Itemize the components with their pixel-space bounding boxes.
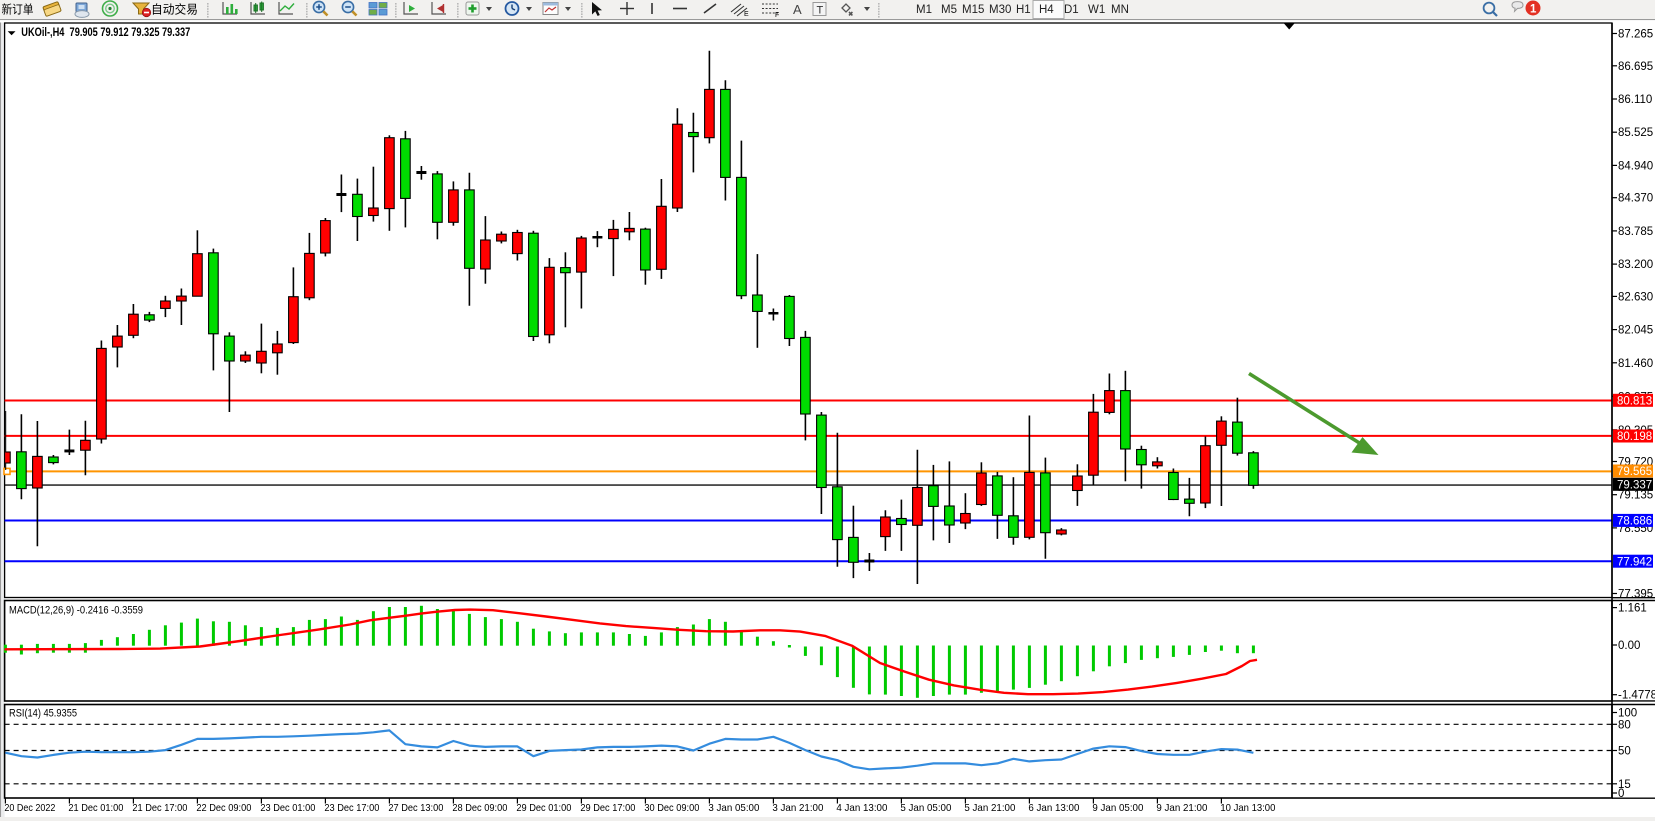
svg-text:E: E <box>744 11 749 18</box>
svg-text:77.395: 77.395 <box>1618 589 1653 601</box>
svg-text:82.630: 82.630 <box>1618 291 1653 303</box>
svg-text:22 Dec 09:00: 22 Dec 09:00 <box>196 802 251 814</box>
svg-text:80: 80 <box>1618 719 1631 731</box>
svg-text:21 Dec 01:00: 21 Dec 01:00 <box>68 802 123 814</box>
svg-text:87.265: 87.265 <box>1618 29 1653 41</box>
svg-text:3 Jan 05:00: 3 Jan 05:00 <box>708 802 759 814</box>
svg-text:新订单: 新订单 <box>2 2 34 17</box>
svg-text:M1: M1 <box>916 4 932 16</box>
svg-text:80.198: 80.198 <box>1617 431 1652 443</box>
svg-text:D1: D1 <box>1064 4 1079 16</box>
svg-text:79.135: 79.135 <box>1618 490 1653 502</box>
svg-text:-1.4778: -1.4778 <box>1618 690 1655 702</box>
svg-text:84.370: 84.370 <box>1618 193 1653 205</box>
svg-text:10 Jan 13:00: 10 Jan 13:00 <box>1220 802 1275 814</box>
svg-text:15: 15 <box>1618 779 1631 791</box>
svg-text:H4: H4 <box>1039 4 1054 16</box>
svg-text:0.00: 0.00 <box>1618 640 1640 652</box>
svg-text:28 Dec 09:00: 28 Dec 09:00 <box>452 802 507 814</box>
svg-text:29 Dec 01:00: 29 Dec 01:00 <box>516 802 571 814</box>
svg-text:86.695: 86.695 <box>1618 61 1653 73</box>
svg-text:W1: W1 <box>1088 4 1105 16</box>
svg-text:UKOil-,H4 79.905 79.912 79.32: UKOil-,H4 79.905 79.912 79.325 79.337 <box>21 27 190 39</box>
svg-text:80.813: 80.813 <box>1617 396 1652 408</box>
svg-text:29 Dec 17:00: 29 Dec 17:00 <box>580 802 635 814</box>
svg-text:50: 50 <box>1618 746 1631 758</box>
svg-text:79.565: 79.565 <box>1617 466 1652 478</box>
svg-text:4 Jan 13:00: 4 Jan 13:00 <box>836 802 887 814</box>
svg-text:30 Dec 09:00: 30 Dec 09:00 <box>644 802 699 814</box>
svg-text:83.200: 83.200 <box>1618 259 1653 271</box>
svg-text:5 Jan 21:00: 5 Jan 21:00 <box>964 802 1015 814</box>
svg-text:A: A <box>793 2 802 17</box>
svg-text:MN: MN <box>1111 4 1129 16</box>
svg-text:6 Jan 13:00: 6 Jan 13:00 <box>1028 802 1079 814</box>
svg-text:20 Dec 2022: 20 Dec 2022 <box>4 802 55 814</box>
svg-text:78.686: 78.686 <box>1617 516 1652 528</box>
svg-text:81.460: 81.460 <box>1618 358 1653 370</box>
svg-text:9 Jan 21:00: 9 Jan 21:00 <box>1156 802 1207 814</box>
svg-text:RSI(14) 45.9355: RSI(14) 45.9355 <box>9 708 77 720</box>
svg-text:T: T <box>817 5 824 17</box>
svg-text:3 Jan 21:00: 3 Jan 21:00 <box>772 802 823 814</box>
svg-text:F: F <box>775 12 779 19</box>
svg-text:1: 1 <box>1530 3 1537 15</box>
svg-text:M5: M5 <box>941 4 957 16</box>
svg-text:82.045: 82.045 <box>1618 325 1653 337</box>
svg-text:85.525: 85.525 <box>1618 127 1653 139</box>
svg-text:23 Dec 01:00: 23 Dec 01:00 <box>260 802 315 814</box>
svg-text:自动交易: 自动交易 <box>151 2 198 17</box>
svg-text:83.785: 83.785 <box>1618 226 1653 238</box>
svg-text:9 Jan 05:00: 9 Jan 05:00 <box>1092 802 1143 814</box>
svg-text:100: 100 <box>1618 708 1637 720</box>
svg-text:84.940: 84.940 <box>1618 160 1653 172</box>
svg-text:21 Dec 17:00: 21 Dec 17:00 <box>132 802 187 814</box>
svg-text:79.337: 79.337 <box>1617 480 1652 492</box>
svg-text:M30: M30 <box>989 4 1011 16</box>
svg-text:MACD(12,26,9) -0.2416 -0.3559: MACD(12,26,9) -0.2416 -0.3559 <box>9 604 143 616</box>
svg-text:77.942: 77.942 <box>1617 556 1652 568</box>
svg-text:5 Jan 05:00: 5 Jan 05:00 <box>900 802 951 814</box>
svg-text:1.161: 1.161 <box>1618 603 1647 615</box>
svg-text:M15: M15 <box>962 4 984 16</box>
svg-text:86.110: 86.110 <box>1618 94 1652 106</box>
svg-text:0: 0 <box>1618 788 1624 800</box>
svg-text:H1: H1 <box>1016 4 1031 16</box>
svg-text:27 Dec 13:00: 27 Dec 13:00 <box>388 802 443 814</box>
svg-text:23 Dec 17:00: 23 Dec 17:00 <box>324 802 379 814</box>
